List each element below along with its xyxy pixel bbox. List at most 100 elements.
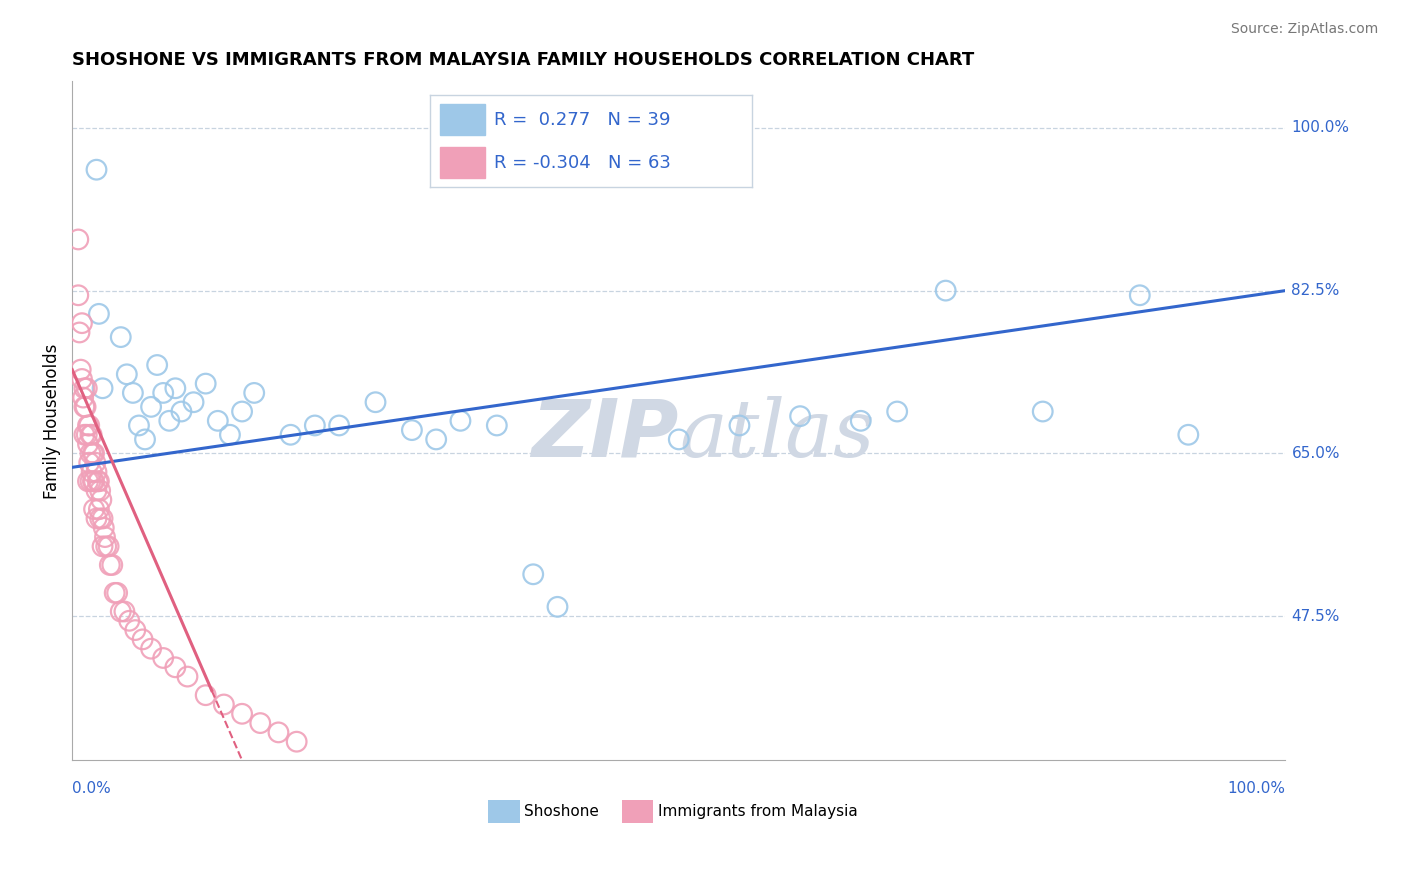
Point <box>80 427 103 442</box>
Point <box>728 418 751 433</box>
FancyBboxPatch shape <box>621 799 654 822</box>
Point <box>86 162 108 177</box>
Point <box>79 446 101 460</box>
Point <box>207 414 229 428</box>
Point <box>77 418 100 433</box>
Point <box>105 586 128 600</box>
Point <box>124 623 146 637</box>
Point <box>104 586 127 600</box>
Point <box>231 706 253 721</box>
Point <box>364 395 387 409</box>
Point <box>886 404 908 418</box>
Point <box>73 381 96 395</box>
Point <box>485 418 508 433</box>
Point <box>86 475 108 489</box>
Point <box>77 456 100 470</box>
Point <box>285 734 308 748</box>
Point <box>79 475 101 489</box>
Text: 65.0%: 65.0% <box>1292 446 1340 461</box>
Point <box>80 465 103 479</box>
Point <box>76 381 98 395</box>
Point <box>93 521 115 535</box>
FancyBboxPatch shape <box>488 799 520 822</box>
Point <box>91 381 114 395</box>
Text: ZIP: ZIP <box>531 395 679 474</box>
Point <box>115 368 138 382</box>
Text: 82.5%: 82.5% <box>1292 283 1340 298</box>
Point <box>231 404 253 418</box>
Point <box>86 465 108 479</box>
Point <box>212 698 235 712</box>
Point <box>176 670 198 684</box>
Point <box>122 385 145 400</box>
Point <box>118 614 141 628</box>
Point <box>77 418 100 433</box>
Point <box>87 502 110 516</box>
Point <box>70 372 93 386</box>
Point <box>77 437 100 451</box>
Point <box>98 558 121 572</box>
Point <box>280 427 302 442</box>
Point <box>82 446 104 460</box>
Point <box>83 446 105 460</box>
Point <box>152 385 174 400</box>
Point <box>91 540 114 554</box>
Point <box>90 492 112 507</box>
Point <box>547 599 569 614</box>
Point <box>75 400 97 414</box>
Point <box>194 376 217 391</box>
Point <box>83 502 105 516</box>
Point <box>79 427 101 442</box>
Point <box>70 316 93 330</box>
Text: 100.0%: 100.0% <box>1227 780 1285 796</box>
Point <box>170 404 193 418</box>
Point <box>328 418 350 433</box>
Point <box>267 725 290 739</box>
Point <box>73 400 96 414</box>
Point <box>83 475 105 489</box>
Point <box>1032 404 1054 418</box>
Point <box>139 400 162 414</box>
Point <box>131 632 153 647</box>
Point <box>87 307 110 321</box>
Point <box>134 433 156 447</box>
Point <box>1129 288 1152 302</box>
Point <box>91 511 114 525</box>
Point <box>84 456 107 470</box>
Point <box>165 660 187 674</box>
Point <box>425 433 447 447</box>
Text: Source: ZipAtlas.com: Source: ZipAtlas.com <box>1230 22 1378 37</box>
Point <box>183 395 205 409</box>
Point <box>152 651 174 665</box>
Point <box>69 326 91 340</box>
Point <box>243 385 266 400</box>
Point <box>449 414 471 428</box>
Point <box>94 530 117 544</box>
Text: 100.0%: 100.0% <box>1292 120 1350 136</box>
Point <box>110 605 132 619</box>
Point <box>87 475 110 489</box>
Text: 0.0%: 0.0% <box>72 780 111 796</box>
Point <box>101 558 124 572</box>
Point <box>86 483 108 498</box>
Point <box>789 409 811 424</box>
Text: Shoshone: Shoshone <box>523 804 599 819</box>
Point <box>110 330 132 344</box>
Point <box>522 567 544 582</box>
Point <box>112 605 135 619</box>
Point <box>76 427 98 442</box>
Point <box>128 418 150 433</box>
Point <box>401 423 423 437</box>
Point <box>67 232 90 246</box>
Text: Immigrants from Malaysia: Immigrants from Malaysia <box>658 804 858 819</box>
Point <box>73 427 96 442</box>
Text: SHOSHONE VS IMMIGRANTS FROM MALAYSIA FAMILY HOUSEHOLDS CORRELATION CHART: SHOSHONE VS IMMIGRANTS FROM MALAYSIA FAM… <box>72 51 974 69</box>
Point <box>97 540 120 554</box>
Point <box>935 284 957 298</box>
Text: 47.5%: 47.5% <box>1292 608 1340 624</box>
Point <box>219 427 242 442</box>
Point <box>69 362 91 376</box>
Point <box>89 511 111 525</box>
Text: atlas: atlas <box>679 396 875 473</box>
Point <box>146 358 169 372</box>
